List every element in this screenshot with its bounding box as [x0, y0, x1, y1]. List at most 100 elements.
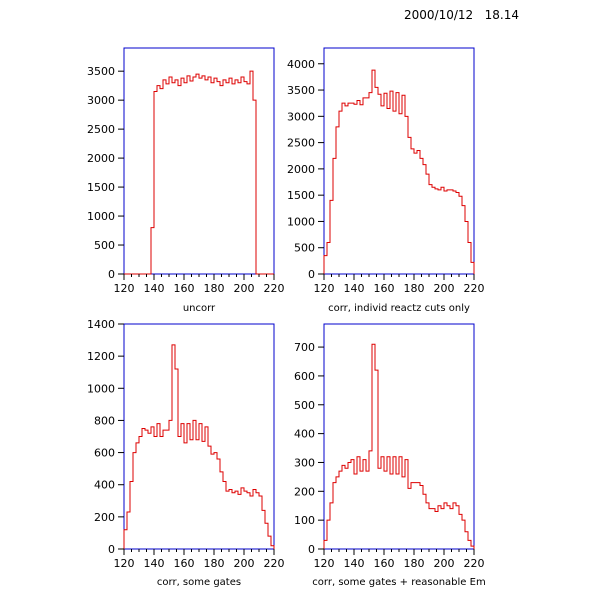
- y-tick-label: 0: [108, 543, 115, 556]
- y-tick-label: 400: [94, 479, 115, 492]
- histogram-bin: [420, 486, 423, 549]
- y-tick-label: 1200: [87, 350, 115, 363]
- histogram-bin: [384, 471, 387, 549]
- y-tick-label: 1000: [87, 382, 115, 395]
- histogram-bin: [163, 80, 166, 274]
- y-tick-label: 3500: [87, 65, 115, 78]
- x-tick-label: 140: [144, 557, 165, 570]
- histogram-bin: [420, 158, 423, 274]
- histogram-bin: [357, 457, 360, 549]
- histogram-bin: [360, 471, 363, 549]
- histogram-bin: [453, 503, 456, 549]
- histogram-bin: [250, 496, 253, 549]
- histogram-bin: [166, 430, 169, 549]
- histogram-bin: [271, 546, 274, 549]
- histogram-bin: [417, 483, 420, 549]
- histogram-bin: [244, 491, 247, 549]
- y-tick-label: 600: [94, 447, 115, 460]
- histogram-bin: [327, 520, 330, 549]
- x-tick-label: 160: [174, 557, 195, 570]
- histogram-bin: [124, 530, 127, 549]
- x-tick-label: 120: [314, 282, 335, 295]
- histogram-bin: [339, 111, 342, 274]
- histogram-bin: [411, 483, 414, 549]
- x-tick-label: 140: [344, 557, 365, 570]
- histogram-bin: [351, 460, 354, 549]
- y-tick-label: 500: [294, 242, 315, 255]
- x-tick-label: 140: [144, 282, 165, 295]
- histogram-bin: [450, 190, 453, 274]
- histogram-bin: [387, 457, 390, 549]
- y-tick-label: 800: [94, 414, 115, 427]
- histogram-bin: [384, 93, 387, 274]
- panel-corr-some-gates: 120 140 160 180 200 220 0 200 400 600 800 1000 1200 1…: [87, 318, 285, 588]
- timestamp: 2000/10/12 18.14: [404, 8, 519, 22]
- histogram-bin: [139, 437, 142, 550]
- histogram-bin: [253, 100, 256, 274]
- histogram-bin: [330, 200, 333, 274]
- histogram-bin: [190, 81, 193, 274]
- histogram-bin: [339, 471, 342, 549]
- histogram-bin: [336, 477, 339, 549]
- x-tick-label: 120: [114, 557, 135, 570]
- histogram-bin: [423, 165, 426, 274]
- histogram-bin: [211, 83, 214, 274]
- y-tick-label: 3000: [287, 110, 315, 123]
- histogram-bin: [375, 87, 378, 274]
- histogram-bin: [226, 491, 229, 549]
- histogram-line: [123, 344, 275, 549]
- histogram-bin: [435, 189, 438, 274]
- histogram-bin: [399, 114, 402, 274]
- histogram-bin: [187, 76, 190, 274]
- x-tick-label: 200: [434, 557, 455, 570]
- x-tick-label: 120: [114, 282, 135, 295]
- histogram-bin: [178, 437, 181, 550]
- histogram-bin: [256, 493, 259, 549]
- histogram-bin: [444, 191, 447, 274]
- histogram-bin: [136, 443, 139, 549]
- histogram-bin: [411, 149, 414, 274]
- histogram-bin: [342, 465, 345, 549]
- histogram-bin: [432, 187, 435, 274]
- plot-caption: corr, some gates + reasonable Em: [312, 577, 485, 588]
- x-tick-label: 180: [404, 557, 425, 570]
- histogram-bin: [369, 93, 372, 274]
- x-tick-label: 220: [264, 282, 285, 295]
- histogram-bin: [142, 428, 145, 549]
- histogram-bin: [184, 83, 187, 274]
- y-tick-label: 500: [294, 399, 315, 412]
- histogram-bin: [423, 494, 426, 549]
- x-tick-label: 160: [174, 282, 195, 295]
- histogram-bin: [178, 86, 181, 274]
- histogram-bin: [441, 509, 444, 549]
- y-tick-label: 2500: [87, 123, 115, 136]
- histogram-bin: [208, 77, 211, 274]
- histogram-bin: [372, 344, 375, 549]
- histogram-bin: [426, 174, 429, 274]
- histogram-bin: [456, 193, 459, 274]
- histogram-bin: [205, 427, 208, 549]
- histogram-bin: [357, 101, 360, 274]
- histogram-bin: [459, 196, 462, 274]
- histogram-bin: [148, 433, 151, 549]
- histogram-bin: [205, 80, 208, 274]
- histogram-bin: [259, 496, 262, 549]
- y-tick-label: 0: [308, 268, 315, 281]
- histogram-bin: [238, 83, 241, 274]
- histogram-bin: [408, 488, 411, 549]
- histogram-bin: [399, 457, 402, 549]
- x-tick-label: 180: [204, 282, 225, 295]
- histogram-bin: [199, 78, 202, 274]
- histogram-bin: [226, 83, 229, 274]
- histogram-bin: [190, 440, 193, 549]
- panel-corr-some-gates-em: 120 140 160 180 200 220 0 100 200 300 400 500 600 700…: [294, 323, 486, 588]
- x-tick-label: 160: [374, 282, 395, 295]
- histogram-bin: [196, 440, 199, 549]
- histogram-bin: [438, 190, 441, 274]
- histogram-bin: [369, 451, 372, 549]
- histogram-bin: [345, 106, 348, 274]
- histogram-bin: [348, 103, 351, 274]
- histogram-bin: [220, 86, 223, 274]
- y-tick-label: 1000: [87, 210, 115, 223]
